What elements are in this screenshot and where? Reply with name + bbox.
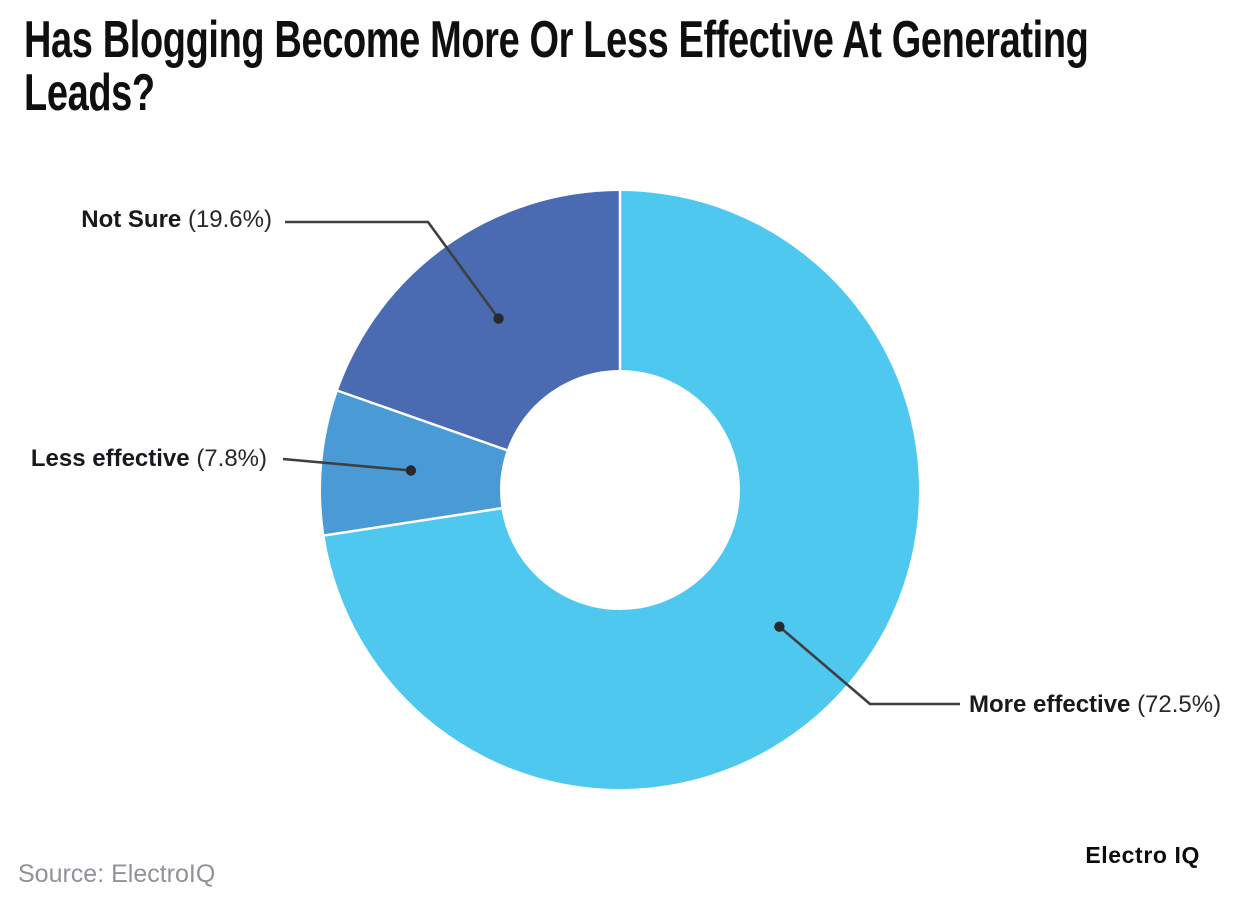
slice-label-less-effective: Less effective (30, 445, 190, 472)
slice-value-not-sure: (19.6%) (187, 206, 272, 233)
chart-title-line-2: Leads? (24, 64, 155, 123)
donut-hole (500, 370, 740, 610)
anchor-dot-not-sure (493, 313, 504, 324)
callout-label-more-effective: More effective (72.5%) (969, 691, 1221, 719)
slice-value-less-effective: (7.8%) (196, 445, 267, 472)
slice-label-not-sure: Not Sure (81, 206, 182, 233)
callout-label-less-effective: Less effective (7.8%) (31, 445, 267, 473)
brand-logo: Electro IQ (1085, 842, 1200, 868)
slice-value-more-effective: (72.5%) (1137, 691, 1222, 718)
leader-line-not-sure (285, 220, 500, 320)
leader-line-less-effective (282, 457, 412, 472)
chart-title: Has Blogging Become More Or Less Effecti… (24, 11, 1236, 123)
anchor-dot-less-effective (405, 465, 417, 476)
callout-label-not-sure: Not Sure (19.6%) (81, 206, 272, 234)
anchor-dot-more-effective (774, 621, 785, 632)
leader-line-more-effective (778, 625, 960, 706)
slice-label-more-effective: More effective (969, 691, 1131, 718)
source-note: Source: ElectroIQ (18, 860, 216, 888)
chart-title-line-1: Has Blogging Become More Or Less Effecti… (24, 11, 1089, 69)
